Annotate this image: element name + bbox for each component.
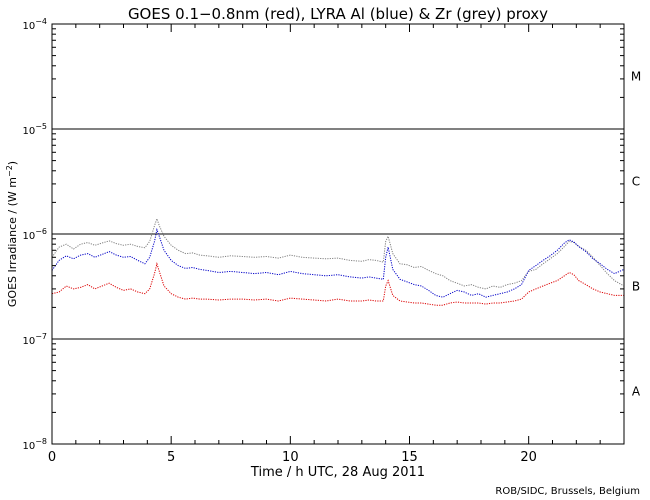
credit-text: ROB/SIDC, Brussels, Belgium [495,486,640,497]
y-axis-ticks: 10−810−710−610−510−4 [22,17,624,452]
data-series-layer [51,217,625,306]
y-tick-label-base: 10 [22,231,35,242]
series-line [51,227,625,298]
y-tick-label: 10−5 [22,122,47,137]
flare-class-label: C [632,175,640,189]
flare-class-label: A [632,385,641,399]
y-axis-label: GOES Irradiance / (W m−2) [5,161,19,307]
y-tick-label: 10−7 [22,332,47,347]
y-tick-label: 10−4 [22,17,47,32]
x-tick-label: 20 [520,450,537,465]
x-tick-label: 5 [167,450,175,465]
y-axis-label-end: ) [6,161,19,165]
flare-class-label: M [631,70,641,84]
flare-class-labels: M C B A [631,70,641,399]
y-tick-label-base: 10 [22,441,35,452]
x-tick-label: 15 [401,450,418,465]
x-tick-label: 10 [282,450,299,465]
y-tick-label-exponent: −5 [35,122,47,131]
chart-title: GOES 0.1−0.8nm (red), LYRA Al (blue) & Z… [128,5,548,23]
x-axis-ticks: 0 5 10 15 20 [48,24,625,465]
y-tick-label-exponent: −7 [35,332,47,341]
y-tick-label-exponent: −8 [35,437,47,446]
y-tick-label: 10−6 [22,227,47,242]
y-tick-label: 10−8 [22,437,47,452]
series-line [51,217,625,290]
y-axis-label-exponent: −2 [5,165,14,177]
y-tick-label-exponent: −4 [35,17,47,26]
flare-class-threshold-lines [52,128,624,340]
y-tick-label-base: 10 [22,126,35,137]
y-tick-label-base: 10 [22,336,35,347]
flare-class-label: B [632,280,640,294]
x-tick-label: 0 [48,450,56,465]
series-line [51,261,624,306]
x-axis-label: Time / h UTC, 28 Aug 2011 [250,465,425,480]
y-axis-label-main: GOES Irradiance / (W m [6,177,19,307]
y-tick-label-exponent: −6 [35,227,47,236]
y-tick-label-base: 10 [22,21,35,32]
